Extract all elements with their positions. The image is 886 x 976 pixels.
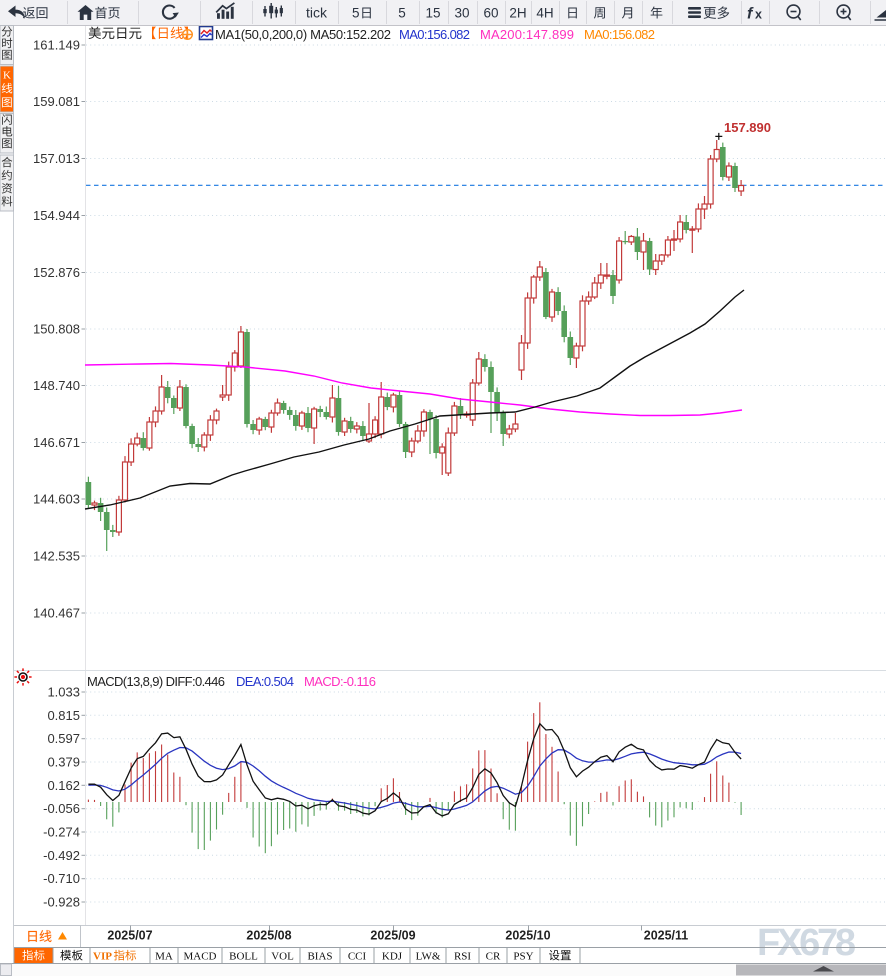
svg-text:150.808: 150.808 [33, 322, 80, 337]
svg-text:BIAS: BIAS [307, 951, 332, 963]
svg-text:154.944: 154.944 [33, 208, 80, 223]
svg-text:1.033: 1.033 [47, 685, 80, 700]
svg-text:MACD: MACD [183, 951, 216, 963]
svg-text:MA0:156.082: MA0:156.082 [399, 27, 470, 42]
svg-text:140.467: 140.467 [33, 606, 80, 621]
svg-text:BOLL: BOLL [229, 951, 258, 963]
svg-text:FX678: FX678 [757, 922, 856, 964]
svg-text:x: x [755, 8, 762, 22]
svg-text:161.149: 161.149 [33, 38, 80, 53]
svg-text:-0.928: -0.928 [43, 895, 80, 910]
svg-text:MACD:-0.116: MACD:-0.116 [304, 674, 376, 689]
svg-text:142.535: 142.535 [33, 549, 80, 564]
svg-text:5: 5 [352, 6, 360, 21]
svg-text:0.597: 0.597 [47, 731, 80, 746]
svg-text:157.890: 157.890 [724, 120, 771, 135]
svg-text:159.081: 159.081 [33, 94, 80, 109]
svg-text:MA: MA [155, 951, 173, 963]
svg-text:0.379: 0.379 [47, 755, 80, 770]
svg-text:DEA:0.504: DEA:0.504 [236, 674, 294, 689]
svg-text:-0.274: -0.274 [43, 825, 80, 840]
svg-text:2025/08: 2025/08 [246, 929, 291, 943]
svg-text:VOL: VOL [271, 951, 294, 963]
svg-text:2H: 2H [509, 6, 526, 21]
svg-text:RSI: RSI [454, 951, 471, 963]
svg-text:2025/11: 2025/11 [644, 929, 689, 943]
svg-text:MACD(13,8,9) DIFF:0.446: MACD(13,8,9) DIFF:0.446 [87, 674, 225, 689]
svg-text:2025/09: 2025/09 [370, 929, 415, 943]
svg-text:tick: tick [306, 5, 328, 21]
svg-text:30: 30 [454, 6, 469, 21]
svg-text:4H: 4H [536, 6, 553, 21]
svg-text:152.876: 152.876 [33, 265, 80, 280]
svg-text:LW&: LW& [416, 951, 441, 963]
svg-text:60: 60 [483, 6, 498, 21]
svg-text:MA1(50,0,200,0) MA50:152.202: MA1(50,0,200,0) MA50:152.202 [215, 27, 391, 42]
svg-text:MA0:156.082: MA0:156.082 [584, 27, 655, 42]
svg-text:VIP: VIP [93, 951, 112, 963]
svg-text:146.671: 146.671 [33, 435, 80, 450]
svg-text:0.162: 0.162 [47, 778, 80, 793]
svg-text:-0.056: -0.056 [43, 801, 80, 816]
svg-text:CR: CR [486, 951, 501, 963]
svg-text:15: 15 [425, 6, 440, 21]
svg-text:0.815: 0.815 [47, 708, 80, 723]
svg-text:2025/07: 2025/07 [107, 929, 152, 943]
svg-text:-0.492: -0.492 [43, 848, 80, 863]
svg-text:MA200:147.899: MA200:147.899 [480, 27, 574, 42]
svg-text:2025/10: 2025/10 [505, 929, 550, 943]
svg-text:157.013: 157.013 [33, 151, 80, 166]
svg-text:KDJ: KDJ [382, 951, 403, 963]
svg-text:-0.710: -0.710 [43, 871, 80, 886]
svg-text:f: f [747, 6, 754, 23]
svg-text:PSY: PSY [513, 951, 533, 963]
svg-text:5: 5 [398, 6, 406, 21]
svg-text:CCI: CCI [348, 951, 367, 963]
svg-text:K: K [3, 70, 11, 82]
svg-text:148.740: 148.740 [33, 378, 80, 393]
svg-text:144.603: 144.603 [33, 492, 80, 507]
